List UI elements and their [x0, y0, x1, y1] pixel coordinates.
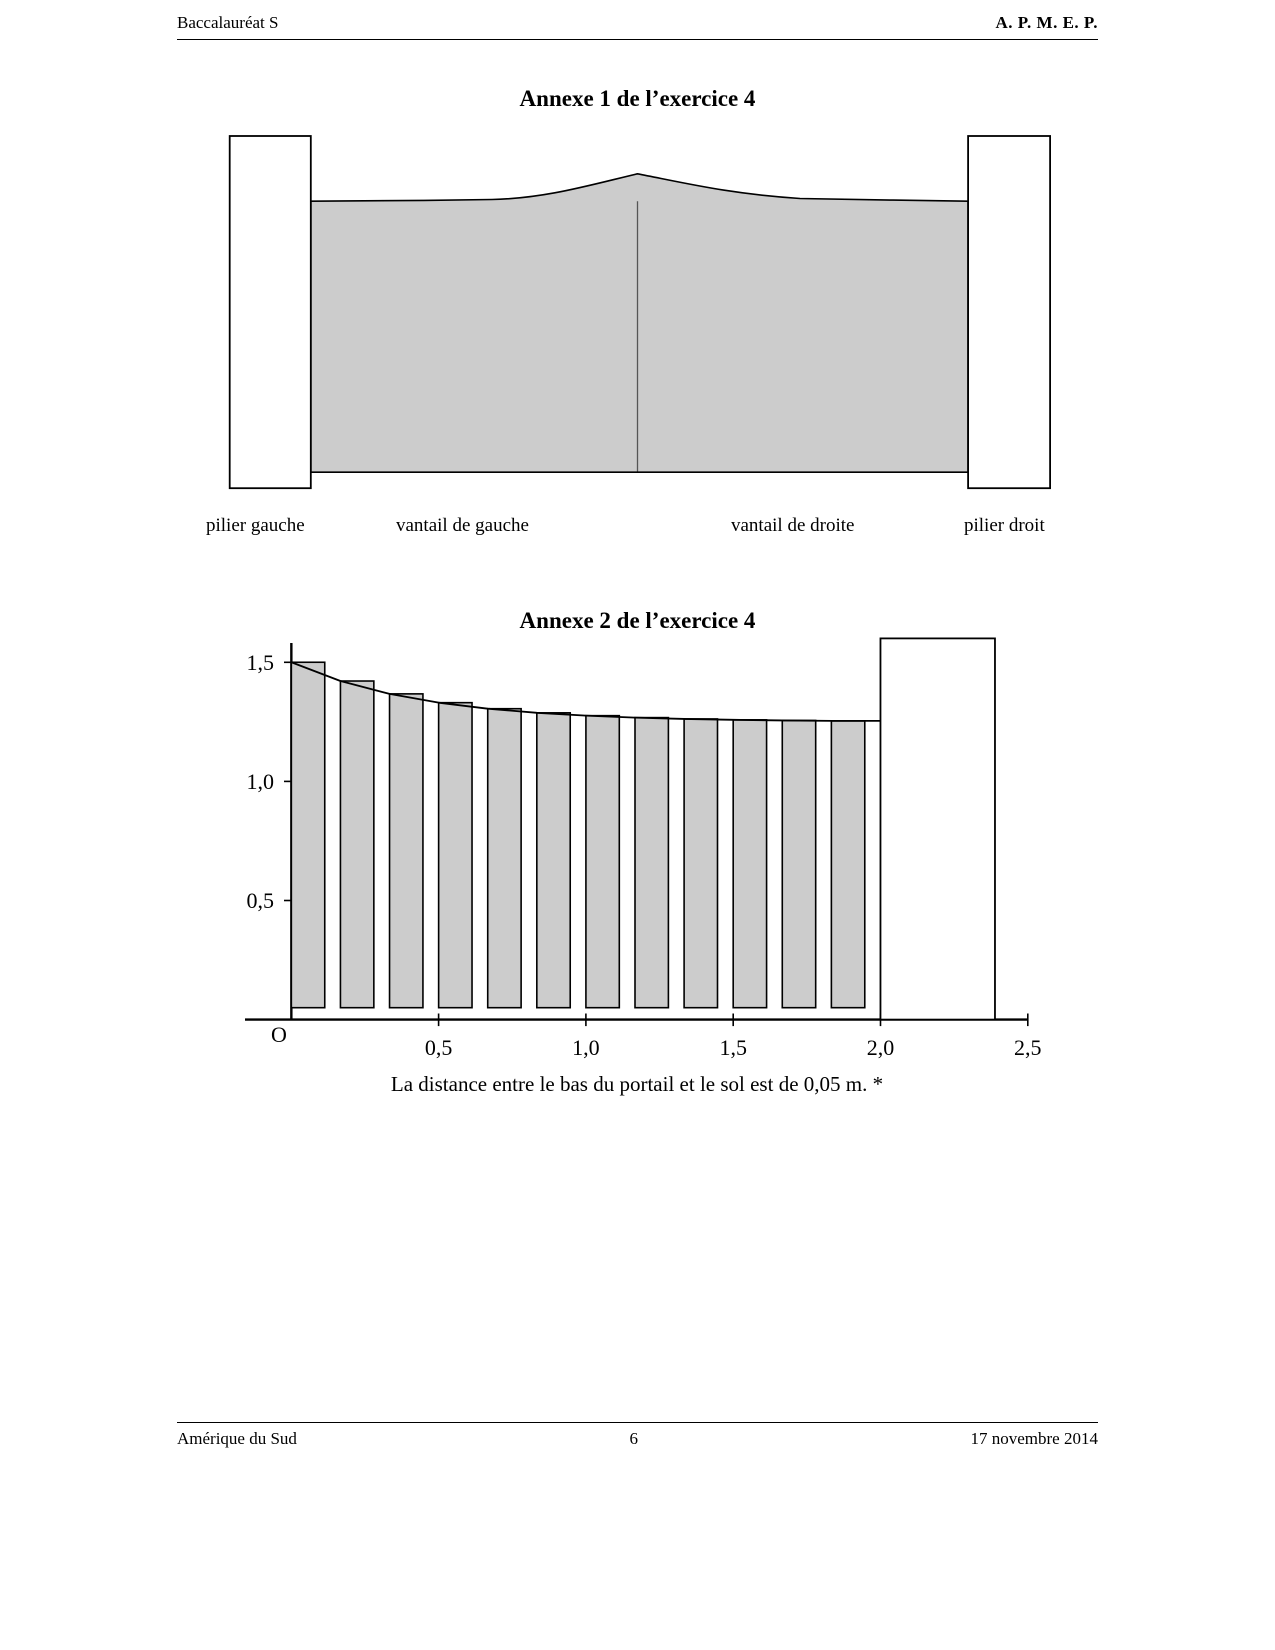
- svg-text:La distance entre le bas du po: La distance entre le bas du portail et l…: [391, 1072, 883, 1096]
- svg-text:2,0: 2,0: [867, 1035, 895, 1060]
- svg-text:1,5: 1,5: [247, 650, 275, 675]
- svg-text:1,5: 1,5: [719, 1035, 747, 1060]
- svg-text:1,0: 1,0: [247, 769, 275, 794]
- svg-text:1,0: 1,0: [572, 1035, 600, 1060]
- svg-text:0,5: 0,5: [425, 1035, 453, 1060]
- svg-text:O: O: [271, 1022, 287, 1047]
- svg-text:2,5: 2,5: [1014, 1035, 1042, 1060]
- svg-text:0,5: 0,5: [247, 888, 275, 913]
